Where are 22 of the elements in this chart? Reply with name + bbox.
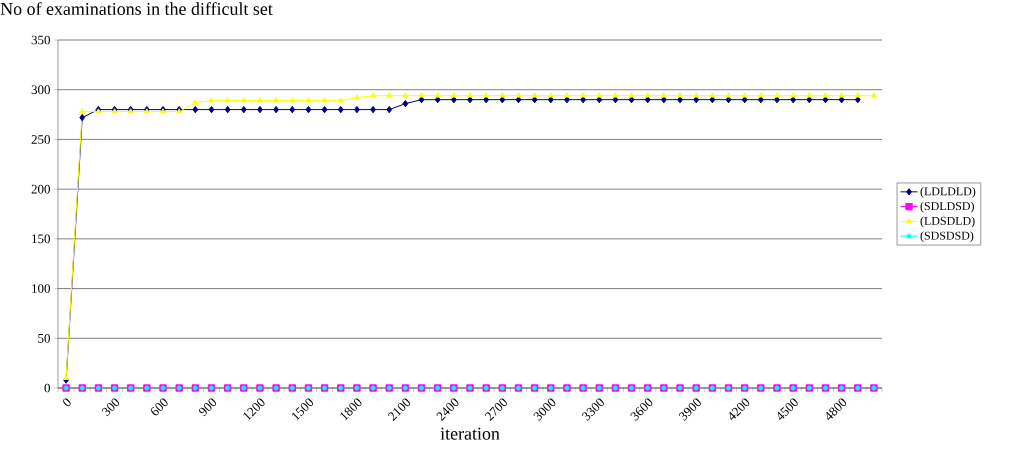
legend-label: (SDLDSD) — [920, 201, 974, 213]
x-axis-title: iteration — [440, 427, 500, 440]
y-tick-label: 300 — [31, 85, 50, 95]
legend-label: (LDLDLD) — [920, 186, 976, 198]
chart-title: No of examinations in the difficult set — [0, 2, 273, 15]
y-tick-label: 350 — [31, 35, 50, 45]
y-tick-label: 200 — [31, 184, 50, 194]
y-tick-label: 50 — [38, 333, 50, 343]
x-tick-label: 0 — [63, 398, 71, 407]
y-tick-label: 150 — [32, 234, 50, 244]
x-tick-label: 4200 — [729, 398, 750, 420]
x-tick-label: 900 — [199, 398, 217, 417]
y-tick-label: 250 — [31, 135, 50, 144]
legend-label: (LDSDLD) — [920, 216, 975, 228]
y-tick-label: 100 — [32, 284, 50, 293]
x-tick-label: 4500 — [778, 398, 798, 420]
legend-label: (SDSDSD) — [920, 231, 974, 243]
x-tick-label: 300 — [101, 398, 120, 417]
x-tick-label: 1500 — [291, 398, 314, 421]
x-tick-label: 4800 — [826, 398, 847, 420]
x-tick-label: 600 — [151, 398, 168, 416]
y-tick-label: 0 — [44, 383, 50, 393]
